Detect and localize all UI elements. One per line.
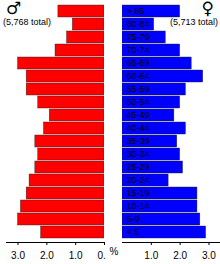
svg-text:10-14: 10-14	[127, 201, 150, 211]
svg-text:< 5: < 5	[127, 227, 140, 237]
svg-text:45-49: 45-49	[127, 110, 150, 120]
svg-text:65-69: 65-69	[127, 58, 150, 68]
svg-text:30-34: 30-34	[127, 149, 150, 159]
svg-text:2.0: 2.0	[40, 250, 54, 261]
svg-text:> 85: > 85	[127, 6, 145, 16]
svg-text:35-39: 35-39	[127, 136, 150, 146]
svg-text:5-9: 5-9	[127, 214, 140, 224]
svg-text:15-19: 15-19	[127, 188, 150, 198]
svg-text:3.0: 3.0	[11, 250, 25, 261]
svg-text:60-64: 60-64	[127, 71, 150, 81]
svg-text:55-59: 55-59	[127, 84, 150, 94]
svg-text:70-74: 70-74	[127, 45, 150, 55]
svg-text:3.0: 3.0	[202, 250, 216, 261]
html-text:(5,713 total): (5,713 total)	[170, 17, 218, 27]
svg-text:1.0: 1.0	[144, 250, 158, 261]
svg-text:25-29: 25-29	[127, 162, 150, 172]
html-text:(5,768 total): (5,768 total)	[3, 17, 51, 27]
svg-text:0.0: 0.0	[98, 250, 106, 261]
svg-text:1.0: 1.0	[69, 250, 83, 261]
svg-text:20-24: 20-24	[127, 175, 150, 185]
svg-text:2.0: 2.0	[173, 250, 187, 261]
svg-text:40-44: 40-44	[127, 123, 150, 133]
svg-text:80-84: 80-84	[127, 19, 150, 29]
svg-text:75-79: 75-79	[127, 32, 150, 42]
svg-text:50-54: 50-54	[127, 97, 150, 107]
